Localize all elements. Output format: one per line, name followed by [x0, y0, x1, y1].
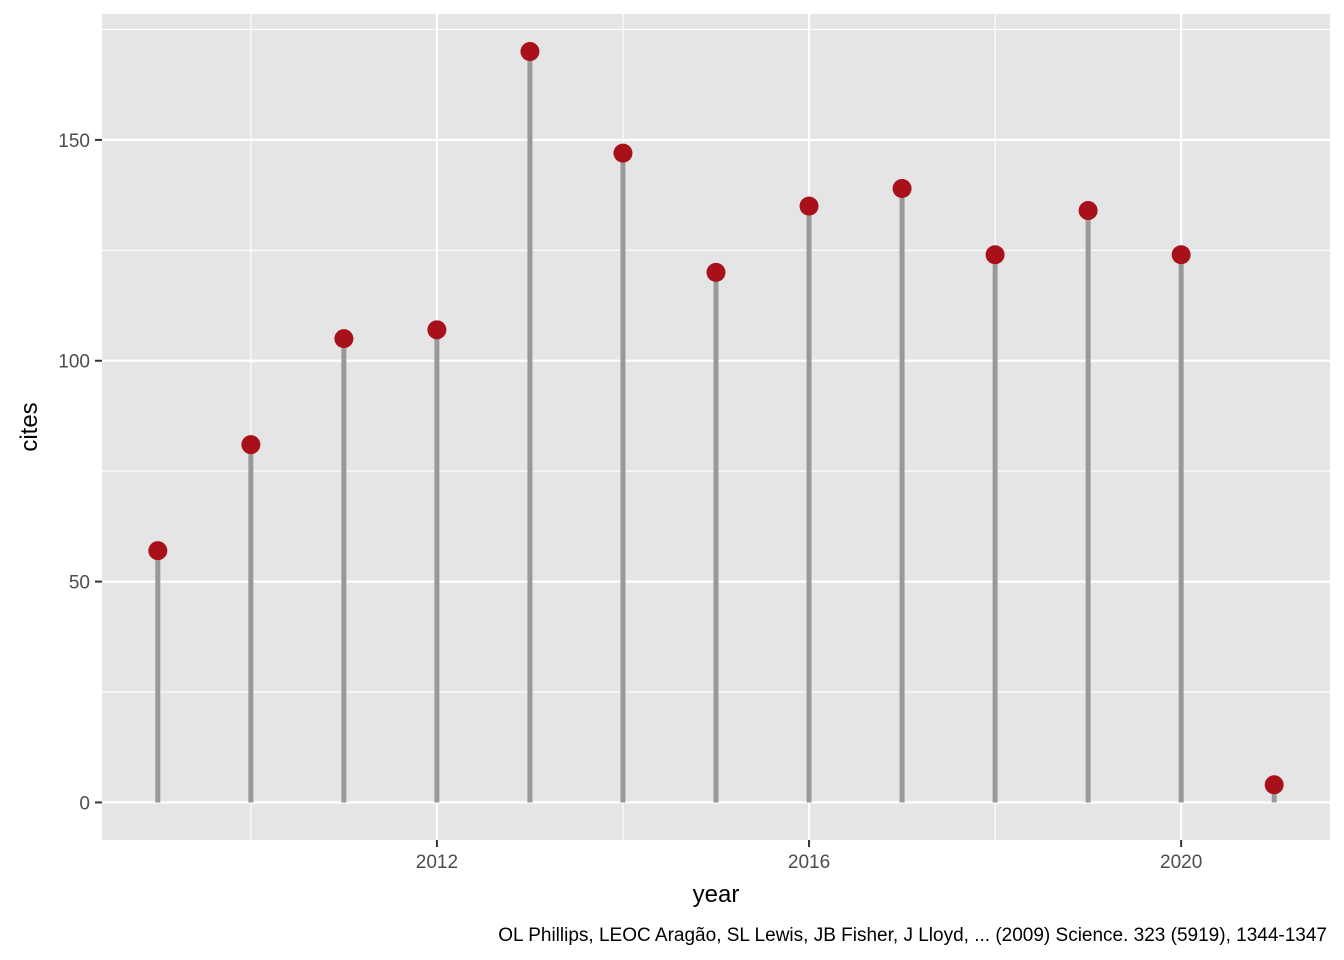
x-tick-label: 2012	[416, 852, 458, 873]
x-tick-label: 2016	[788, 852, 830, 873]
lollipop-points	[148, 42, 1284, 795]
lollipop-point	[1078, 201, 1098, 221]
x-axis-title: year	[693, 881, 740, 908]
lollipop-stems	[155, 51, 1277, 803]
y-tick-label: 0	[79, 793, 90, 814]
y-axis: 0 50 100 150	[58, 131, 102, 814]
y-tick-label: 150	[58, 131, 90, 152]
y-tick-label: 100	[58, 352, 90, 373]
citation-caption: OL Phillips, LEOC Aragão, SL Lewis, JB F…	[498, 925, 1327, 946]
y-tick-label: 50	[69, 573, 90, 594]
lollipop-point	[334, 329, 354, 349]
x-axis: 2012 2016 2020	[416, 840, 1202, 873]
lollipop-point	[241, 435, 261, 455]
lollipop-point	[613, 143, 633, 163]
y-axis-title: cites	[16, 402, 43, 451]
x-tick-label: 2020	[1160, 852, 1202, 873]
lollipop-point	[985, 245, 1005, 265]
lollipop-point	[799, 196, 819, 216]
lollipop-point	[1264, 775, 1284, 795]
lollipop-point	[520, 42, 540, 62]
lollipop-point	[427, 320, 447, 340]
lollipop-point	[1171, 245, 1191, 265]
lollipop-point	[706, 262, 726, 282]
lollipop-point	[892, 178, 912, 198]
lollipop-point	[148, 541, 168, 561]
